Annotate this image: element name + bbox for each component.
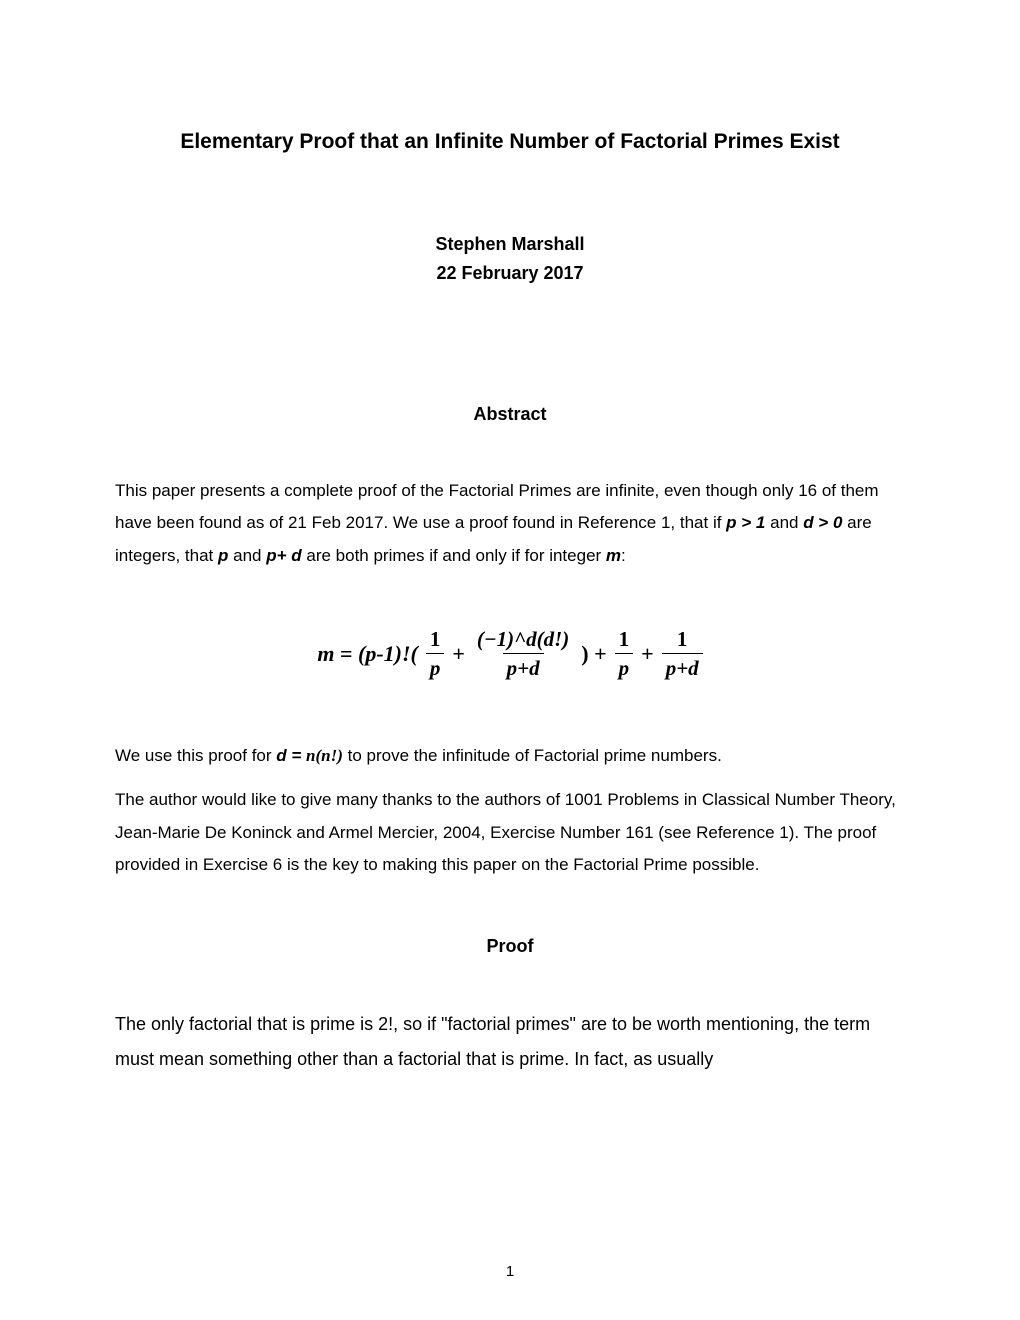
frac3-num: 1 <box>615 627 634 653</box>
var-d-gt-0: d > 0 <box>803 513 842 532</box>
body-text-2a: We use this proof for <box>115 746 276 765</box>
var-p-gt-1: p > 1 <box>726 513 765 532</box>
formula-pm1fact: (p-1)!( <box>358 641 418 666</box>
fraction-1: 1 p <box>426 627 445 680</box>
abstract-heading: Abstract <box>115 404 905 425</box>
paper-title: Elementary Proof that an Infinite Number… <box>115 130 905 154</box>
frac2-num: (−1)^d(d!) <box>473 627 573 653</box>
var-n-n-fact: n(n!) <box>306 746 343 765</box>
abstract-paragraph-1: This paper presents a complete proof of … <box>115 475 905 572</box>
formula-close-plus: ) + <box>581 641 606 667</box>
abstract-text-5: are both primes if and only if for integ… <box>302 546 606 565</box>
body-paragraph-3: The author would like to give many thank… <box>115 784 905 881</box>
formula-plus1: + <box>452 641 465 667</box>
abstract-text-2: and <box>765 513 803 532</box>
formula-eq: = <box>334 641 358 666</box>
frac4-den: p+d <box>662 653 703 680</box>
main-formula: m = (p-1)!( 1 p + (−1)^d(d!) p+d ) + 1 p… <box>115 627 905 680</box>
var-d-eq: d = <box>276 746 306 765</box>
paper-date: 22 February 2017 <box>115 263 905 284</box>
body-text-2b: to prove the infinitude of Factorial pri… <box>343 746 722 765</box>
proof-paragraph-1: The only factorial that is prime is 2!, … <box>115 1007 905 1075</box>
formula-m: m <box>317 641 334 666</box>
formula-plus3: + <box>641 641 654 667</box>
fraction-4: 1 p+d <box>662 627 703 680</box>
fraction-3: 1 p <box>615 627 634 680</box>
fraction-2: (−1)^d(d!) p+d <box>473 627 573 680</box>
var-m: m <box>606 546 621 565</box>
var-p: p <box>218 546 228 565</box>
var-p-plus-d: p+ d <box>266 546 301 565</box>
frac1-num: 1 <box>426 627 445 653</box>
frac2-den: p+d <box>503 653 544 680</box>
proof-heading: Proof <box>115 936 905 957</box>
abstract-text-6: : <box>621 546 626 565</box>
abstract-text-4: and <box>228 546 266 565</box>
frac3-den: p <box>615 653 634 680</box>
author-name: Stephen Marshall <box>115 234 905 255</box>
body-paragraph-2: We use this proof for d = n(n!) to prove… <box>115 740 905 772</box>
frac1-den: p <box>426 653 445 680</box>
page-number: 1 <box>0 1263 1020 1280</box>
frac4-num: 1 <box>673 627 692 653</box>
